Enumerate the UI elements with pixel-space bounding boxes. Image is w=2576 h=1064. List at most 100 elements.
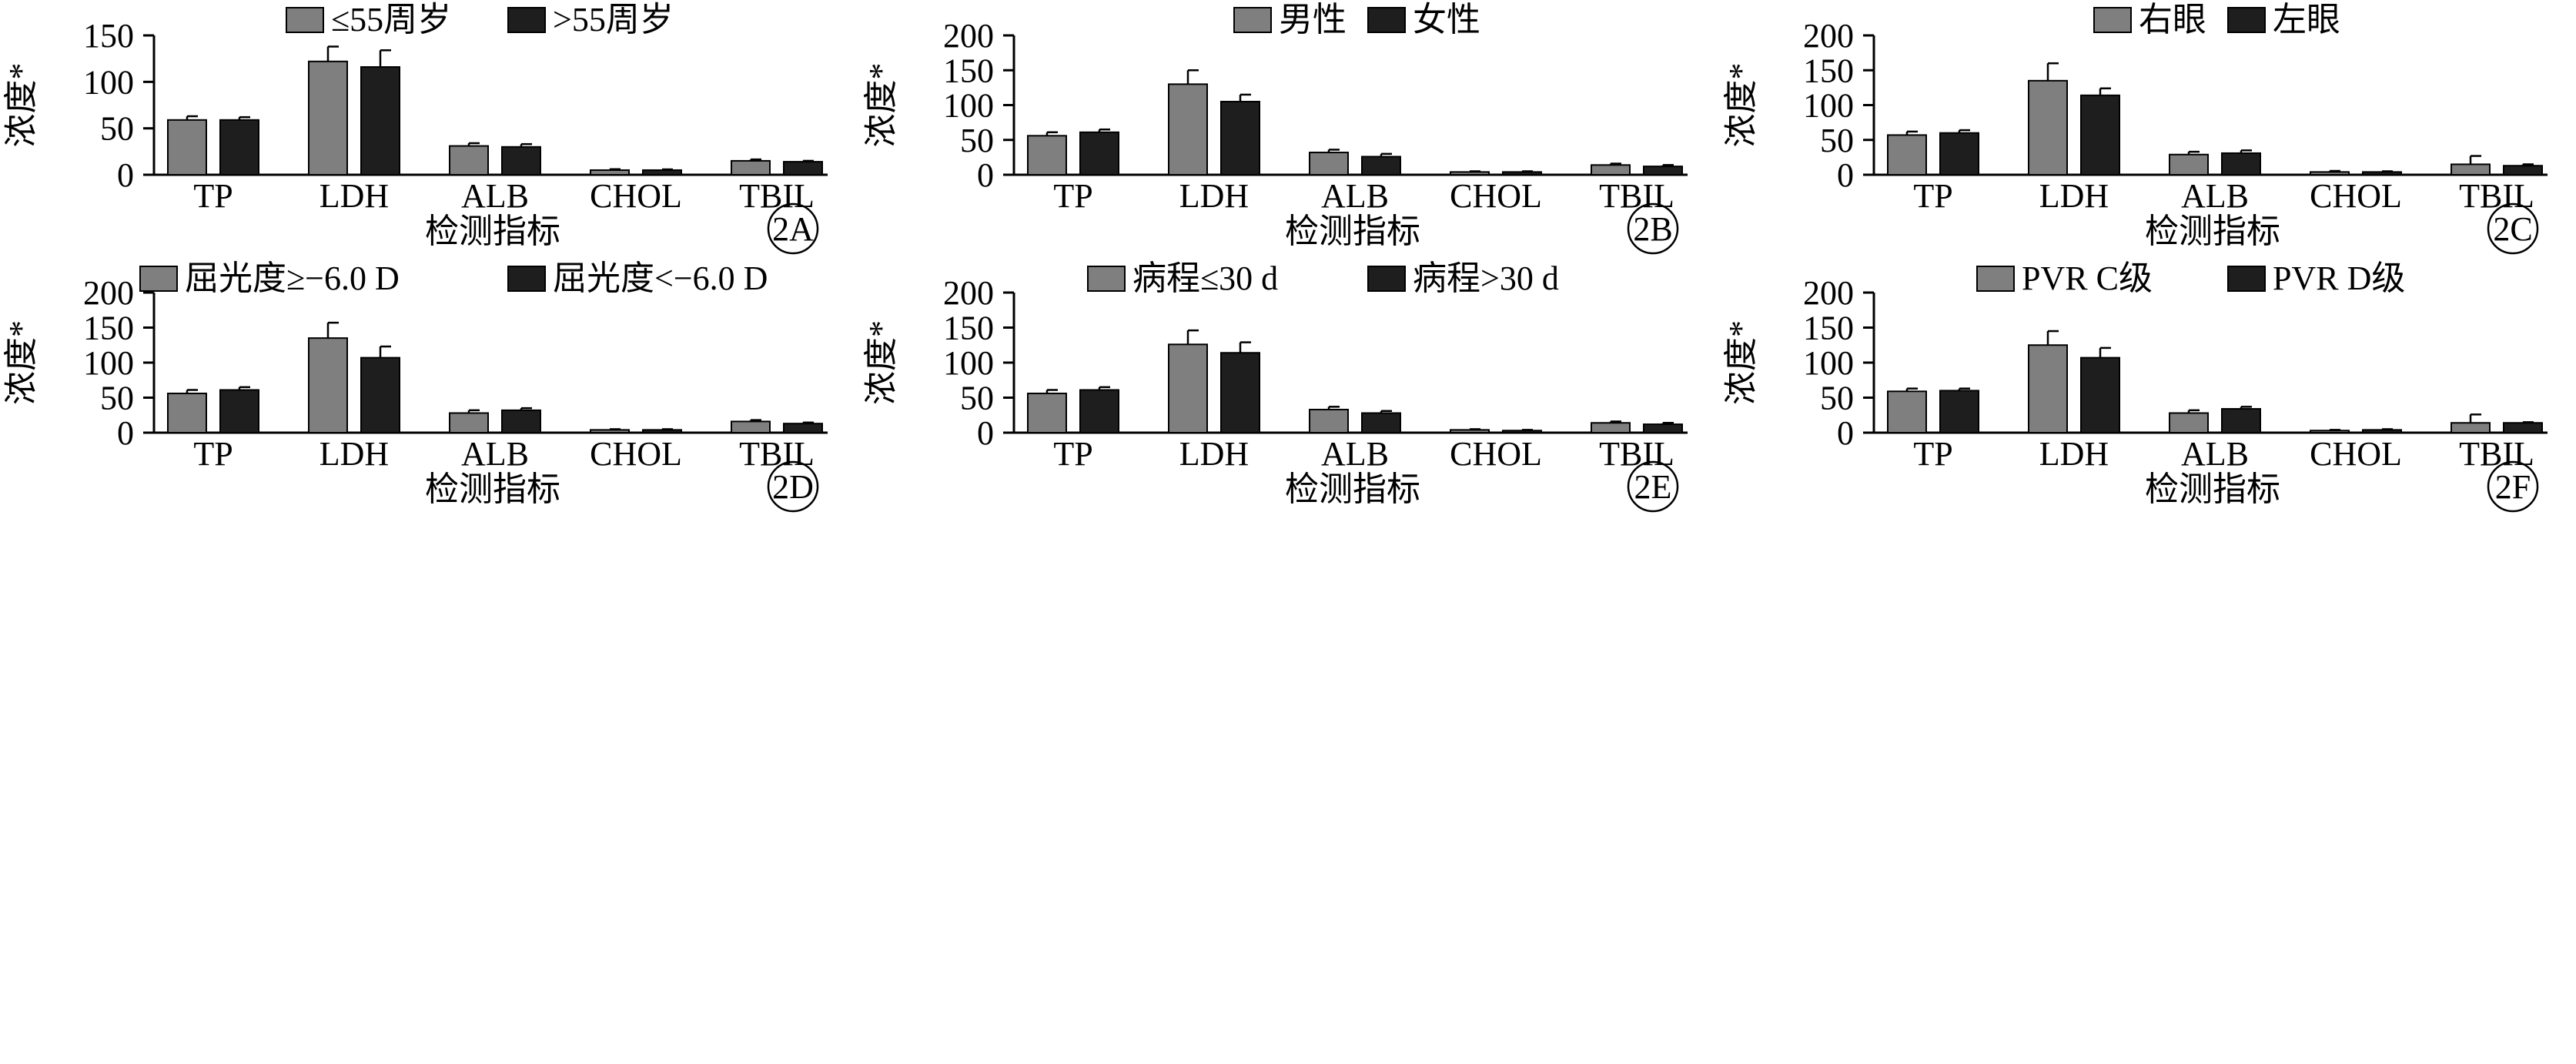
bar-alb-series2 bbox=[1361, 412, 1401, 434]
y-tick-label: 0 bbox=[1837, 156, 1854, 194]
category-label-tp: TP bbox=[193, 177, 233, 215]
panel-tag-label: 2E bbox=[1634, 468, 1672, 506]
y-tick-label: 200 bbox=[1803, 274, 1854, 312]
bar-tbil-series1 bbox=[731, 159, 771, 176]
bar-tp-series2 bbox=[1079, 389, 1119, 433]
legend-label-series1: 男性 bbox=[1279, 1, 1347, 38]
category-label-ldh: LDH bbox=[1179, 435, 1249, 473]
y-tick-label: 150 bbox=[83, 309, 134, 347]
y-axis-label: 浓度* bbox=[1722, 320, 1760, 405]
y-tick-label: 0 bbox=[1837, 414, 1854, 452]
bar-alb-series1 bbox=[2169, 153, 2209, 176]
bar-chol-series2 bbox=[2362, 171, 2402, 176]
bar-tbil-series2 bbox=[783, 161, 823, 176]
category-label-chol: CHOL bbox=[1450, 177, 1542, 215]
y-tick-label: 100 bbox=[83, 344, 134, 382]
y-tick-label: 50 bbox=[1820, 380, 1854, 417]
bar-alb-series1 bbox=[449, 145, 489, 176]
bar-tbil-series1 bbox=[731, 420, 771, 434]
legend: 屈光度≥−6.0 D 屈光度<−6.0 D bbox=[139, 259, 768, 297]
y-tick-label: 50 bbox=[1820, 122, 1854, 159]
x-axis-label: 检测指标 bbox=[2145, 470, 2280, 508]
bar-ldh-series1 bbox=[308, 60, 348, 176]
legend-swatch-series1 bbox=[1976, 266, 2015, 292]
legend: 右眼 左眼 bbox=[2093, 1, 2340, 38]
bar-chol-series2 bbox=[642, 429, 682, 433]
panel-tag-circle bbox=[767, 460, 819, 513]
category-label-chol: CHOL bbox=[590, 435, 682, 473]
bar-chol-series2 bbox=[1502, 430, 1542, 434]
bar-tp-series1 bbox=[1027, 135, 1067, 176]
bar-ldh-series2 bbox=[360, 66, 400, 176]
bar-tp-series1 bbox=[1887, 390, 1927, 433]
bar-alb-series1 bbox=[449, 412, 489, 434]
panel-tag-circle bbox=[1627, 460, 1679, 513]
category-label-alb: ALB bbox=[2181, 435, 2249, 473]
category-label-chol: CHOL bbox=[1450, 435, 1542, 473]
bar-tbil-series1 bbox=[2451, 422, 2491, 434]
category-label-ldh: LDH bbox=[1179, 177, 1249, 215]
category-label-ldh: LDH bbox=[2039, 435, 2109, 473]
bar-tbil-series1 bbox=[1591, 422, 1631, 434]
bar-alb-series2 bbox=[501, 146, 541, 176]
bar-alb-series2 bbox=[2221, 408, 2261, 433]
y-tick-label: 150 bbox=[1803, 309, 1854, 347]
y-tick-label: 0 bbox=[977, 156, 994, 194]
bar-tp-series2 bbox=[219, 389, 259, 433]
category-label-ldh: LDH bbox=[319, 435, 389, 473]
bar-ldh-series1 bbox=[1168, 83, 1208, 176]
bar-ldh-series2 bbox=[2080, 94, 2120, 176]
y-tick-label: 150 bbox=[943, 52, 994, 89]
bar-tbil-series2 bbox=[1643, 166, 1683, 176]
legend-label-series1: ≤55周岁 bbox=[331, 1, 451, 38]
bar-tp-series1 bbox=[167, 393, 207, 434]
category-label-alb: ALB bbox=[461, 177, 529, 215]
panel-tag-circle bbox=[767, 202, 819, 255]
bar-alb-series1 bbox=[1309, 408, 1349, 433]
legend-label-series2: 左眼 bbox=[2273, 1, 2340, 38]
y-tick-label: 50 bbox=[100, 380, 134, 417]
y-tick-label: 100 bbox=[1803, 344, 1854, 382]
bar-ldh-series2 bbox=[1220, 352, 1260, 434]
category-label-tp: TP bbox=[1913, 177, 1952, 215]
y-tick-label: 200 bbox=[943, 17, 994, 55]
y-tick-label: 0 bbox=[117, 156, 134, 194]
bar-tp-series1 bbox=[167, 119, 207, 176]
bar-alb-series1 bbox=[1309, 152, 1349, 176]
y-axis-label: 浓度* bbox=[1722, 63, 1760, 148]
bar-tp-series1 bbox=[1027, 393, 1067, 434]
panel-tag-circle bbox=[1627, 202, 1679, 255]
legend-swatch-series2 bbox=[507, 7, 546, 33]
legend-label-series1: 病程≤30 d bbox=[1132, 259, 1278, 297]
bar-ldh-series2 bbox=[2080, 356, 2120, 434]
x-axis-label: 检测指标 bbox=[425, 212, 560, 250]
category-label-tp: TP bbox=[193, 435, 233, 473]
bar-ldh-series2 bbox=[360, 356, 400, 434]
category-label-chol: CHOL bbox=[2310, 177, 2402, 215]
legend: ≤55周岁 >55周岁 bbox=[286, 1, 674, 38]
category-label-ldh: LDH bbox=[319, 177, 389, 215]
category-label-tp: TP bbox=[1913, 435, 1952, 473]
legend-swatch-series2 bbox=[1367, 7, 1406, 33]
y-tick-label: 100 bbox=[943, 344, 994, 382]
category-label-chol: CHOL bbox=[2310, 435, 2402, 473]
y-tick-label: 50 bbox=[960, 122, 994, 159]
bar-chol-series1 bbox=[2310, 430, 2350, 434]
chart-panel-2a: ≤55周岁 >55周岁 0 50 100 150 浓度* TP LDH ALB CHOL TBIL 检测… bbox=[2, 1, 828, 255]
legend-swatch-series1 bbox=[1233, 7, 1272, 33]
legend-swatch-series1 bbox=[2093, 7, 2132, 33]
bar-chol-series1 bbox=[590, 169, 630, 176]
legend-swatch-series1 bbox=[139, 266, 178, 292]
x-axis-label: 检测指标 bbox=[2145, 212, 2280, 250]
category-label-alb: ALB bbox=[1321, 435, 1389, 473]
legend-swatch-series2 bbox=[507, 266, 546, 292]
category-label-tbil: TBIL bbox=[1599, 435, 1674, 473]
x-axis-label: 检测指标 bbox=[1285, 470, 1420, 508]
y-tick-label: 100 bbox=[1803, 87, 1854, 125]
bar-tbil-series2 bbox=[2503, 422, 2543, 434]
legend-label-series2: PVR D级 bbox=[2273, 259, 2405, 297]
panel-tag-label: 2A bbox=[772, 210, 814, 248]
